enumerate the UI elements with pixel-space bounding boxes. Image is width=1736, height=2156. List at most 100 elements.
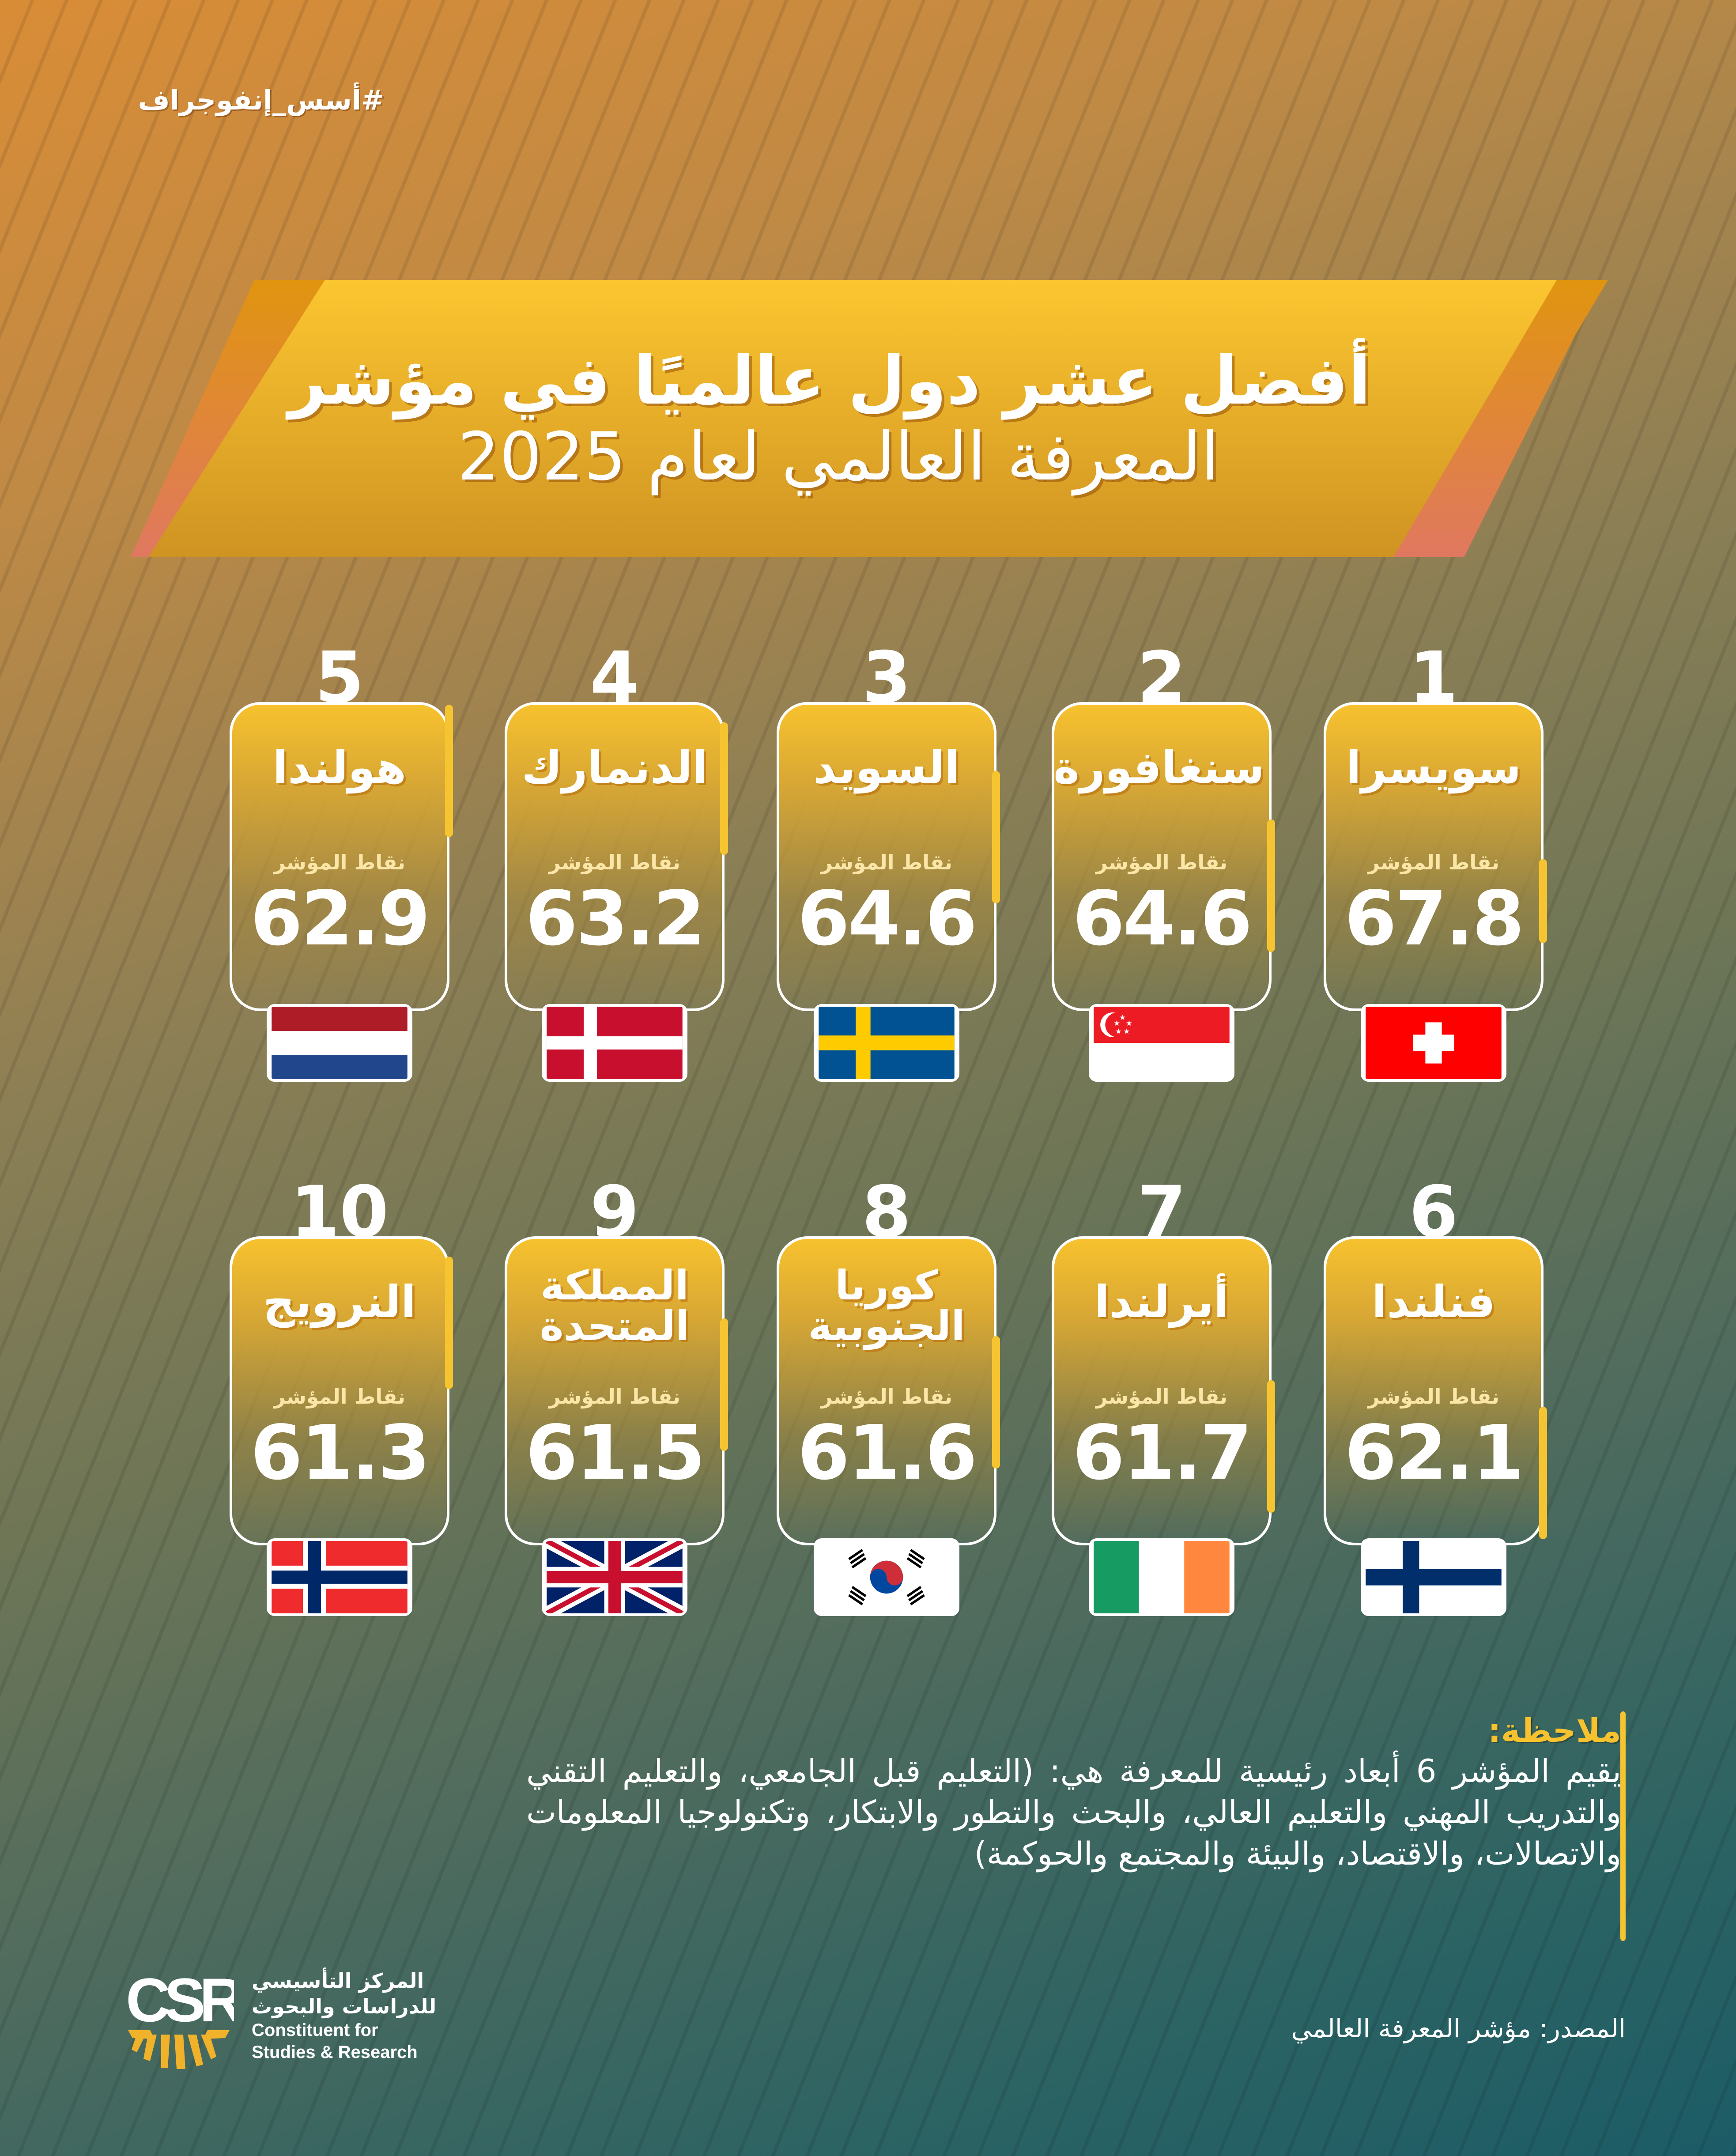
- country-card-rank-3: السويد نقاط المؤشر 64.6 3: [777, 636, 1000, 1082]
- points-label: نقاط المؤشر: [820, 850, 952, 874]
- points-label: نقاط المؤشر: [273, 1385, 405, 1408]
- score-value: 67.8: [1344, 875, 1524, 963]
- country-card-rank-2: سنغافورة نقاط المؤشر 64.6 2 ★ ★ ★ ★ ★: [1052, 636, 1275, 1082]
- card-frame: كوريا الجنوبية نقاط المؤشر 61.6: [777, 1236, 1000, 1545]
- accent-bar: [720, 722, 728, 855]
- svg-text:★: ★: [1113, 1019, 1120, 1027]
- points-label: نقاط المؤشر: [1095, 850, 1227, 874]
- rank-number: 2: [1137, 636, 1186, 719]
- norway-flag-icon: [267, 1538, 412, 1616]
- accent-bar: [1267, 819, 1275, 952]
- denmark-flag-icon: [542, 1004, 687, 1082]
- points-label: نقاط المؤشر: [548, 1385, 680, 1408]
- csr-logo: CSR المركز التأسيسي للدراسات والبحوث Con…: [124, 1968, 442, 2074]
- accent-bar: [1267, 1380, 1275, 1513]
- title-line-2: المعرفة العالمي لعام 2025: [457, 419, 1219, 495]
- united-kingdom-flag-icon: [542, 1538, 687, 1616]
- rank-number: 5: [315, 636, 364, 719]
- svg-text:★: ★: [1119, 1013, 1126, 1022]
- score-value: 61.3: [250, 1409, 430, 1497]
- card-frame: المملكة المتحدة نقاط المؤشر 61.5: [505, 1236, 728, 1545]
- accent-bar: [992, 771, 1000, 903]
- card-frame: فنلندا نقاط المؤشر 62.1: [1324, 1236, 1547, 1545]
- switzerland-flag-icon: [1361, 1004, 1506, 1082]
- logo-name-ar-1: المركز التأسيسي: [252, 1969, 424, 1993]
- score-value: 64.6: [797, 875, 977, 963]
- country-card-rank-6: فنلندا نقاط المؤشر 62.1 6: [1324, 1171, 1547, 1616]
- rank-number: 7: [1137, 1171, 1186, 1253]
- country-name: الدنمارك: [521, 742, 708, 793]
- card-frame: سنغافورة نقاط المؤشر 64.6: [1052, 702, 1275, 1011]
- title-line-1: أفضل عشر دول عالميًا في مؤشر: [288, 342, 1371, 419]
- points-label: نقاط المؤشر: [548, 850, 680, 874]
- country-name-line-2: الجنوبية: [808, 1303, 965, 1350]
- ireland-flag-icon: [1089, 1538, 1234, 1616]
- rank-number: 8: [862, 1171, 911, 1253]
- netherlands-flag-icon: [267, 1004, 412, 1082]
- accent-bar: [1539, 1407, 1547, 1539]
- points-label: نقاط المؤشر: [820, 1385, 952, 1408]
- svg-text:★: ★: [1123, 1027, 1130, 1036]
- country-name: هولندا: [272, 742, 407, 793]
- note-accent-bar: [1620, 1711, 1626, 1941]
- logo-text: المركز التأسيسي للدراسات والبحوث Constit…: [252, 1968, 436, 2063]
- rank-number: 4: [590, 636, 639, 719]
- source-text: المصدر: مؤشر المعرفة العالمي: [1291, 2013, 1626, 2043]
- svg-text:★: ★: [1126, 1019, 1132, 1027]
- points-label: نقاط المؤشر: [1095, 1385, 1227, 1408]
- rank-number: 3: [862, 636, 911, 719]
- rank-number: 9: [590, 1171, 639, 1253]
- points-label: نقاط المؤشر: [273, 850, 405, 874]
- title-banner: أفضل عشر دول عالميًا في مؤشر المعرفة الع…: [131, 275, 1608, 563]
- south-korea-flag-icon: [814, 1538, 959, 1616]
- country-card-rank-8: كوريا الجنوبية نقاط المؤشر 61.6 8: [777, 1171, 1000, 1616]
- logo-name-en-2: Studies & Research: [252, 2043, 418, 2062]
- country-name: سويسرا: [1346, 742, 1521, 793]
- svg-text:CSR: CSR: [126, 1968, 234, 2035]
- accent-bar: [445, 705, 453, 837]
- country-card-rank-7: أيرلندا نقاط المؤشر 61.7 7: [1052, 1171, 1275, 1616]
- rank-number: 10: [290, 1171, 389, 1253]
- svg-text:★: ★: [1115, 1027, 1122, 1036]
- card-frame: سويسرا نقاط المؤشر 67.8: [1324, 702, 1547, 1011]
- rank-number: 6: [1409, 1171, 1458, 1253]
- score-value: 61.6: [797, 1409, 977, 1497]
- country-card-rank-4: الدنمارك نقاط المؤشر 63.2 4: [505, 636, 728, 1082]
- csr-logo-mark-icon: CSR: [126, 1968, 234, 2069]
- country-name-line-1: المملكة: [540, 1262, 689, 1309]
- score-value: 64.6: [1072, 875, 1252, 963]
- card-frame: الدنمارك نقاط المؤشر 63.2: [505, 702, 728, 1011]
- card-frame: النرويج نقاط المؤشر 61.3: [230, 1236, 453, 1545]
- score-value: 62.1: [1344, 1409, 1524, 1497]
- country-card-rank-1: سويسرا نقاط المؤشر 67.8 1: [1324, 636, 1547, 1082]
- note-body: يقيم المؤشر 6 أبعاد رئيسية للمعرفة هي: (…: [526, 1752, 1621, 1872]
- note-title: ملاحظة:: [1488, 1712, 1621, 1750]
- sweden-flag-icon: [814, 1004, 959, 1082]
- banner-shape: [131, 280, 1608, 557]
- country-name: فنلندا: [1372, 1276, 1495, 1328]
- country-name-line-2: المتحدة: [540, 1303, 690, 1350]
- accent-bar: [445, 1257, 453, 1389]
- country-name: السويد: [813, 742, 960, 793]
- rank-number: 1: [1409, 636, 1458, 719]
- accent-bar: [1539, 859, 1547, 943]
- card-frame: السويد نقاط المؤشر 64.6: [777, 702, 1000, 1011]
- country-name: كوريا الجنوبية: [784, 1265, 989, 1347]
- logo-name-ar-2: للدراسات والبحوث: [252, 1994, 437, 2018]
- accent-bar: [720, 1318, 728, 1451]
- card-frame: هولندا نقاط المؤشر 62.9: [230, 702, 453, 1011]
- country-name: المملكة المتحدة: [512, 1265, 717, 1347]
- points-label: نقاط المؤشر: [1367, 850, 1499, 874]
- score-value: 61.7: [1072, 1409, 1252, 1497]
- country-name-line-1: كوريا: [835, 1262, 938, 1309]
- points-label: نقاط المؤشر: [1367, 1385, 1499, 1408]
- accent-bar: [992, 1336, 1000, 1469]
- note-section: ملاحظة: يقيم المؤشر 6 أبعاد رئيسية للمعر…: [526, 1711, 1621, 1875]
- finland-flag-icon: [1361, 1538, 1506, 1616]
- country-card-rank-9: المملكة المتحدة نقاط المؤشر 61.5 9: [505, 1171, 728, 1616]
- score-value: 63.2: [525, 875, 705, 963]
- country-card-rank-5: هولندا نقاط المؤشر 62.9 5: [230, 636, 453, 1082]
- score-value: 61.5: [525, 1409, 705, 1497]
- singapore-flag-icon: ★ ★ ★ ★ ★: [1089, 1004, 1234, 1082]
- country-card-rank-10: النرويج نقاط المؤشر 61.3 10: [230, 1171, 453, 1616]
